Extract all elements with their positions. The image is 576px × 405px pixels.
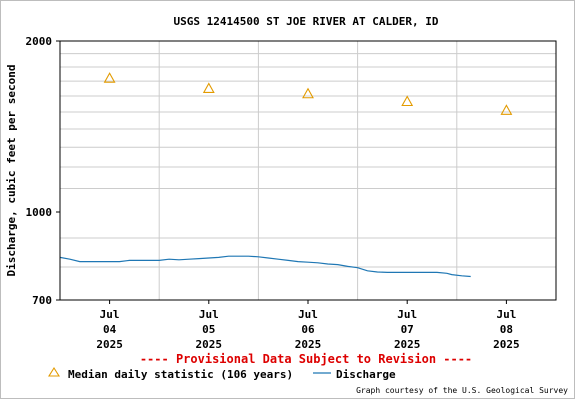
y-axis: 2000 1000 700 [26,35,60,307]
legend-label-median: Median daily statistic (106 years) [68,368,293,381]
x-tick-label: Jul [397,308,417,321]
legend-label-discharge: Discharge [336,368,396,381]
x-tick-label: 2025 [394,338,421,351]
x-axis: Jul 04 2025 Jul 05 2025 Jul 06 2025 Jul 07 2025 Jul 0… [96,300,520,351]
x-tick-label: 08 [500,323,513,336]
x-tick-label: 2025 [493,338,520,351]
x-tick-label: Jul [199,308,219,321]
x-tick-label: 2025 [196,338,223,351]
legend: Median daily statistic (106 years) Discha… [48,366,396,381]
x-tick-label: 05 [202,323,215,336]
x-tick-label: Jul [100,308,120,321]
credit-text: Graph courtesy of the U.S. Geological Su… [356,386,568,395]
series-layer [59,72,513,278]
y-tick-label: 700 [32,294,52,307]
legend-triangle-icon [48,366,60,377]
y-tick-label: 1000 [26,206,53,219]
discharge-line [59,255,471,278]
x-tick-label: 2025 [295,338,322,351]
grid [60,41,556,300]
x-tick-label: Jul [298,308,318,321]
y-tick-label: 2000 [26,35,53,48]
x-tick-label: 06 [301,323,315,336]
y-axis-label: Discharge, cubic feet per second [5,65,18,277]
median-marker [302,87,314,99]
median-marker [202,82,215,94]
x-tick-label: 07 [401,323,414,336]
chart-title: USGS 12414500 ST JOE RIVER AT CALDER, ID [174,15,439,28]
x-tick-label: Jul [496,308,516,321]
median-marker [500,104,513,115]
plot-area [59,40,557,301]
median-marker [401,95,414,107]
x-tick-label: 2025 [96,338,123,351]
provisional-notice: ---- Provisional Data Subject to Revisio… [140,352,472,366]
x-tick-label: 04 [103,323,117,336]
median-marker [103,72,116,83]
